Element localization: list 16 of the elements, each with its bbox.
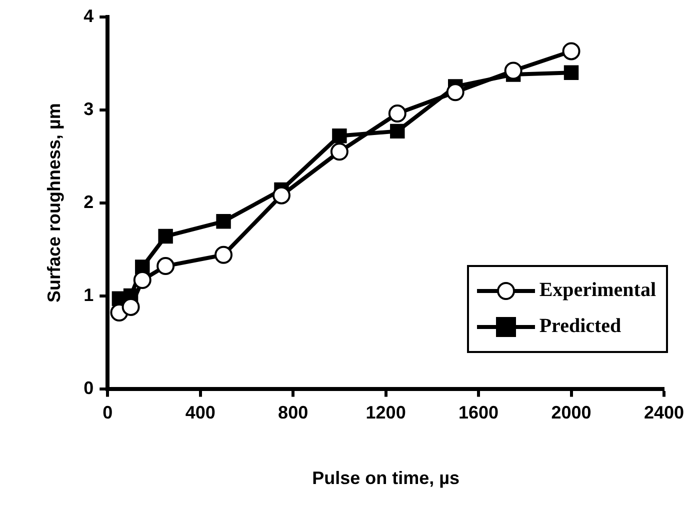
- y-tick-label: 2: [84, 192, 94, 212]
- y-axis-title: Surface roughness, µm: [44, 103, 64, 303]
- y-tick-label: 1: [84, 284, 94, 305]
- x-tick-label: 2000: [551, 402, 592, 423]
- x-tick-label: 800: [278, 402, 308, 423]
- y-tick-label: 4: [84, 6, 94, 26]
- x-tick-label: 400: [185, 402, 216, 423]
- x-axis-title: Pulse on time, µs: [312, 468, 460, 488]
- x-tick-label: 0: [102, 402, 113, 423]
- y-tick-label: 0: [84, 378, 94, 398]
- legend-label: Predicted: [539, 315, 622, 338]
- legend-label: Experimental: [539, 279, 656, 302]
- x-tick-label: 1600: [458, 402, 499, 423]
- x-tick-label: 2400: [644, 402, 684, 423]
- x-tick-label: 1200: [366, 402, 406, 423]
- y-tick-label: 3: [84, 98, 94, 119]
